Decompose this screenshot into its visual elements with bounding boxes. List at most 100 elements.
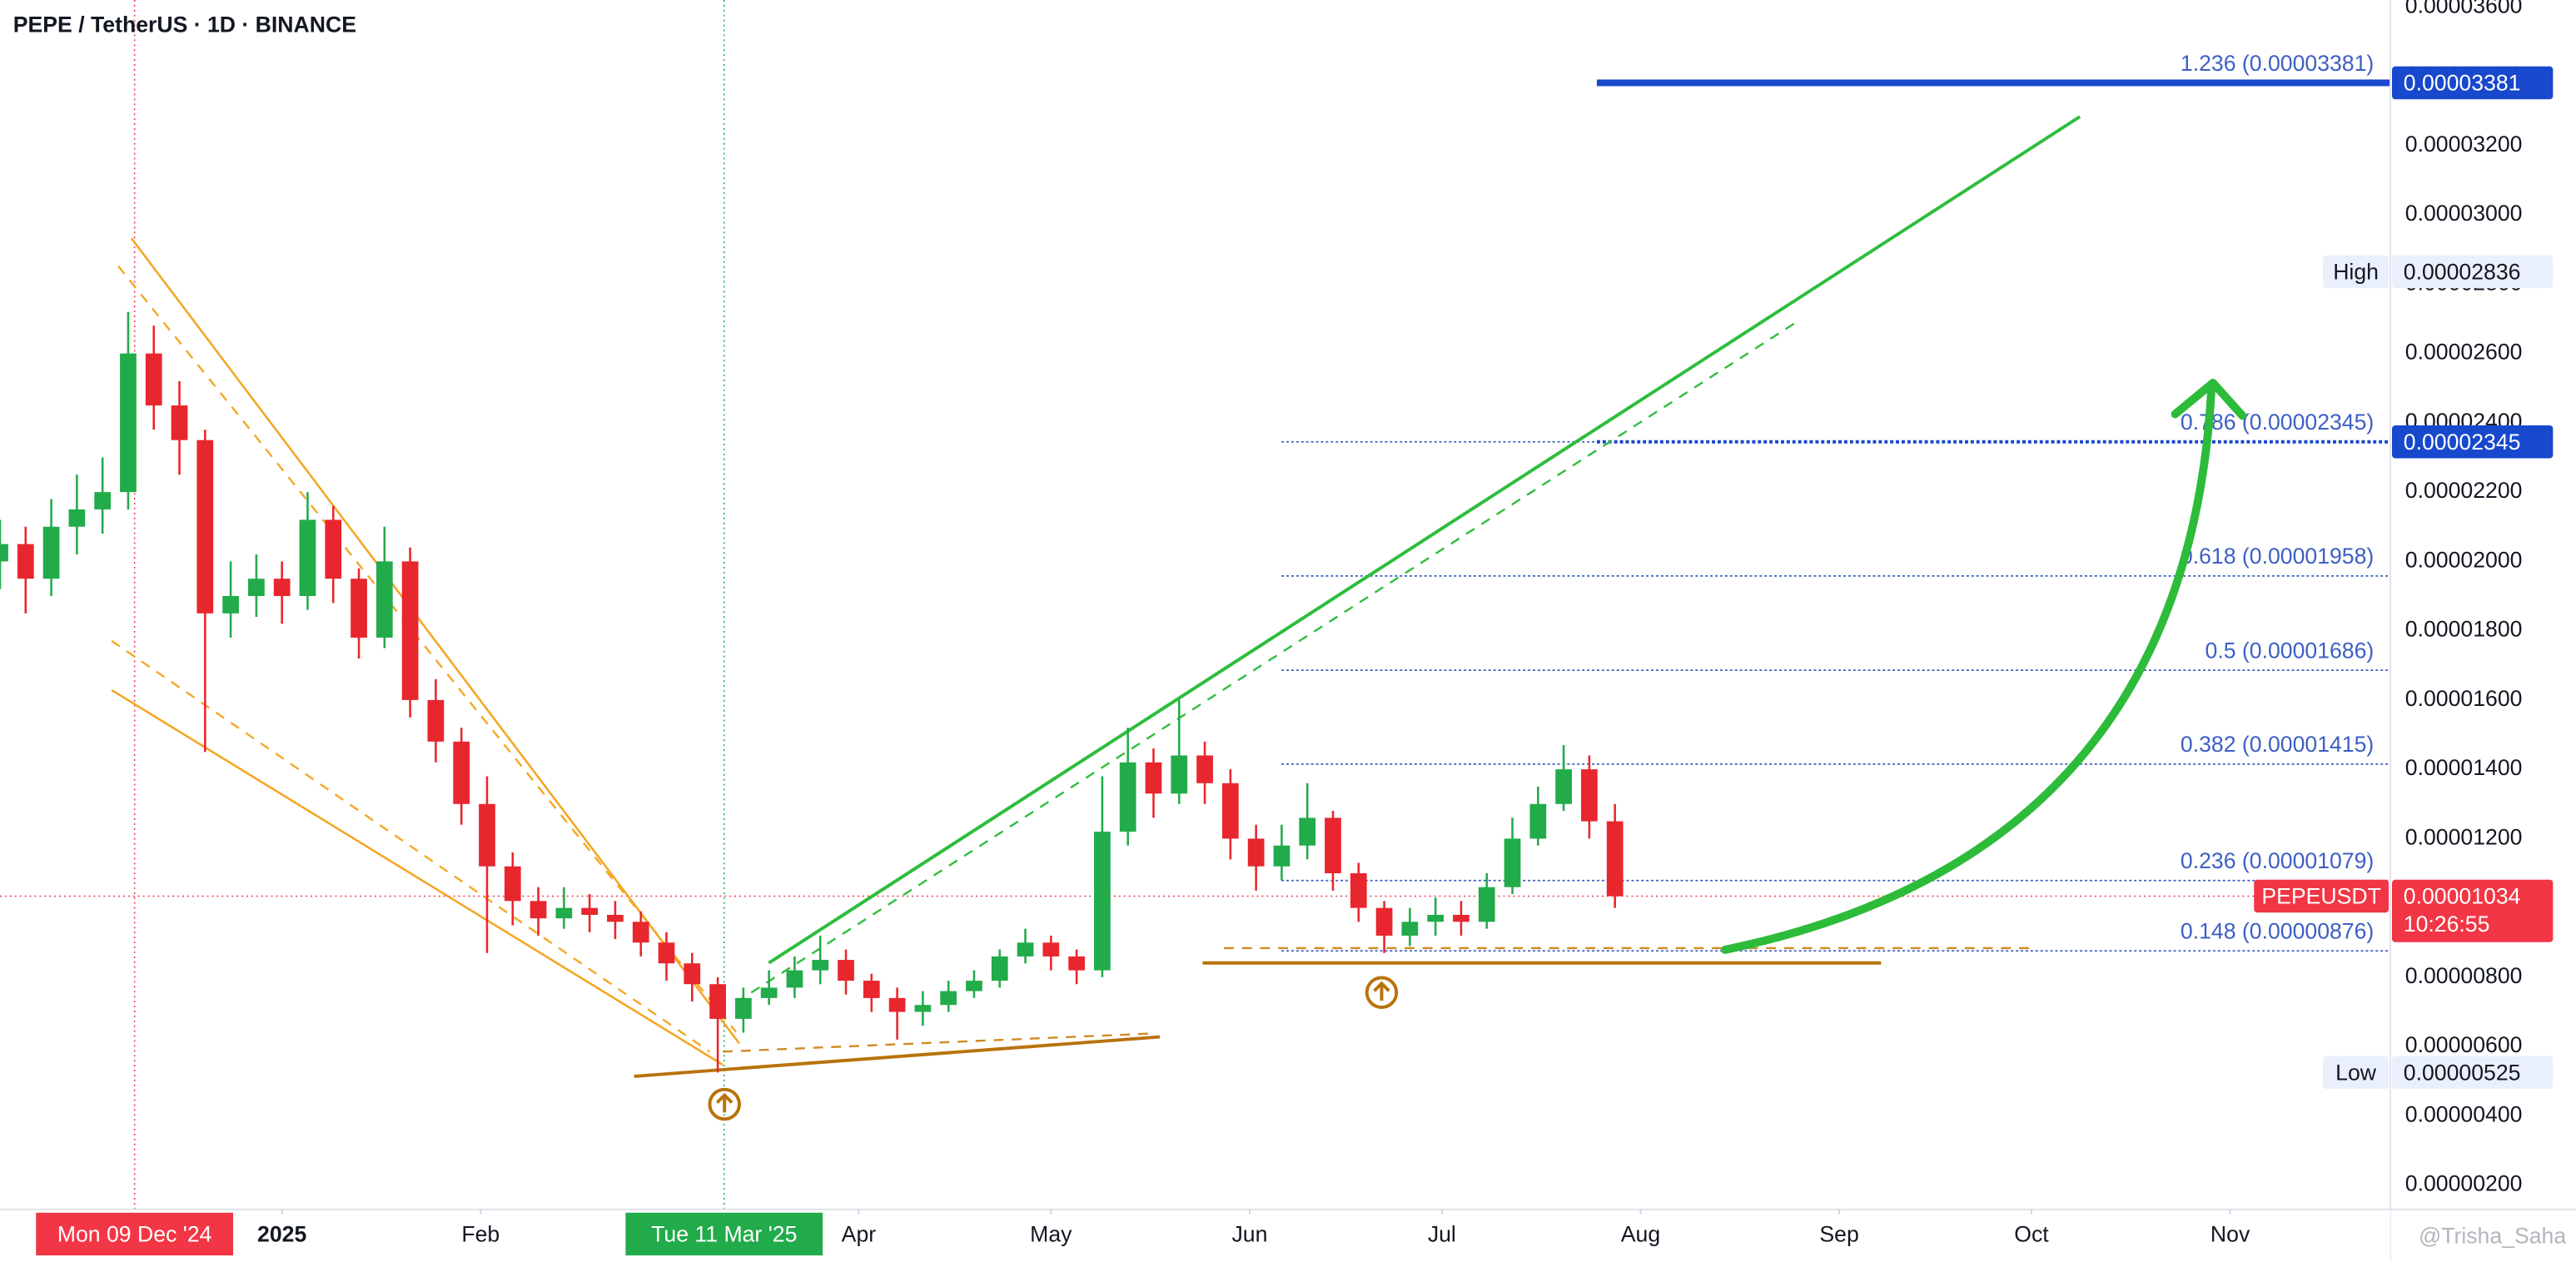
- fib-label: 0.5 (0.00001686): [2206, 638, 2375, 663]
- wedge-dashed: [111, 639, 711, 1053]
- watermark: @Trisha_Saha: [2419, 1223, 2566, 1248]
- y-tick-label: 0.00001600: [2405, 686, 2523, 711]
- candle-body: [914, 1005, 932, 1012]
- candle-body: [94, 492, 112, 509]
- extreme-title-box: [2323, 255, 2390, 289]
- candle-body: [966, 981, 982, 991]
- extreme-badge: [2392, 255, 2554, 289]
- extreme-badge: [2392, 1056, 2554, 1090]
- time-axis: [0, 1209, 2391, 1262]
- bounce-icon: [708, 1087, 741, 1121]
- candle-body: [1094, 832, 1111, 971]
- trend-line: [768, 115, 2081, 965]
- symbol-label: PEPEUSDT: [2261, 884, 2380, 909]
- extreme-title: High: [2333, 259, 2379, 284]
- marker-badge: [625, 1212, 823, 1256]
- candle-body: [658, 942, 675, 964]
- candle-body: [735, 997, 752, 1019]
- marker-badge: [36, 1212, 234, 1256]
- candle-body: [1299, 817, 1316, 846]
- candle-body: [1196, 755, 1213, 783]
- candle-body: [273, 579, 291, 597]
- fib-label: 1.236 (0.00003381): [2181, 51, 2374, 76]
- x-tick-label: 2025: [257, 1221, 306, 1246]
- candle-body: [760, 987, 778, 998]
- candle-body: [1529, 803, 1547, 839]
- countdown-label: 10:26:55: [2404, 912, 2490, 937]
- candle-body: [351, 579, 367, 638]
- y-tick-label: 0.00002200: [2405, 478, 2523, 503]
- candle-body: [863, 981, 880, 998]
- extreme-title: Low: [2335, 1060, 2377, 1085]
- x-tick-label: Jul: [1428, 1221, 1456, 1246]
- y-tick-label: 0.00000200: [2405, 1171, 2523, 1196]
- x-tick-label: May: [1030, 1221, 1072, 1246]
- candle-body: [1350, 873, 1367, 908]
- wedge-line: [111, 688, 724, 1066]
- candle-body: [786, 970, 803, 988]
- grid-layer: [0, 0, 2391, 1210]
- price-badge: [2392, 425, 2554, 459]
- wedge-line: [130, 237, 740, 1045]
- x-tick-label: Jun: [1231, 1221, 1267, 1246]
- y-tick-label: 0.00000800: [2405, 963, 2523, 988]
- marker-label: Mon 09 Dec '24: [57, 1221, 212, 1246]
- candle-body: [1375, 907, 1393, 936]
- candle-body: [299, 519, 316, 597]
- candle-body: [1555, 769, 1572, 804]
- projection-arrow: [1720, 386, 2215, 954]
- y-tick-label: 0.00002000: [2405, 547, 2523, 572]
- x-tick-label: Oct: [2014, 1221, 2049, 1246]
- extreme-title-box: [2323, 1056, 2390, 1090]
- candle-body: [1042, 942, 1060, 956]
- candle-body: [1068, 956, 1085, 971]
- candle-body: [248, 579, 265, 597]
- candle-body: [838, 960, 854, 981]
- candle-body: [120, 353, 137, 493]
- candle-body: [1017, 942, 1034, 956]
- y-tick-label: 0.00002600: [2405, 340, 2523, 365]
- candle-body: [1247, 838, 1265, 867]
- candle-body: [196, 440, 214, 614]
- arrow-head: [2171, 378, 2247, 420]
- x-tick-label: Feb: [461, 1221, 500, 1246]
- drawings: [111, 115, 2247, 1121]
- candle-body: [991, 956, 1008, 981]
- candle-body: [555, 907, 573, 919]
- candle-body: [888, 997, 906, 1012]
- candle-body: [1119, 762, 1136, 832]
- fib-label: 0.236 (0.00001079): [2181, 848, 2374, 873]
- fib-label: 0.618 (0.00001958): [2181, 544, 2374, 569]
- candle-body: [1145, 762, 1162, 794]
- extreme-label: 0.00002836: [2404, 259, 2521, 284]
- candle-body: [453, 741, 470, 804]
- candle-body: [1401, 922, 1419, 936]
- candle-body: [171, 405, 188, 440]
- price-badge: [2392, 66, 2554, 100]
- y-tick-label: 0.00001200: [2405, 824, 2523, 849]
- candle-body: [1427, 914, 1445, 922]
- candle-body: [632, 922, 649, 943]
- candle-body: [1504, 838, 1521, 887]
- candle-body: [1171, 755, 1188, 794]
- y-tick-label: 0.00000400: [2405, 1101, 2523, 1126]
- candle-body: [684, 963, 701, 985]
- candle-body: [42, 526, 60, 579]
- y-tick-label: 0.00003200: [2405, 132, 2523, 157]
- y-tick-label: 0.00003600: [2405, 0, 2523, 17]
- wedge-dashed: [117, 266, 737, 1033]
- candle-body: [68, 509, 86, 527]
- fib-label: 0.148 (0.00000876): [2181, 919, 2374, 944]
- candle-body: [1478, 887, 1495, 922]
- y-tick-label: 0.00001400: [2405, 755, 2523, 780]
- candle-body: [940, 991, 957, 1006]
- candle-body: [479, 803, 495, 867]
- marker-label: Tue 11 Mar '25: [651, 1221, 797, 1246]
- candle-body: [401, 561, 419, 700]
- price-badge-label: 0.00002345: [2404, 430, 2521, 455]
